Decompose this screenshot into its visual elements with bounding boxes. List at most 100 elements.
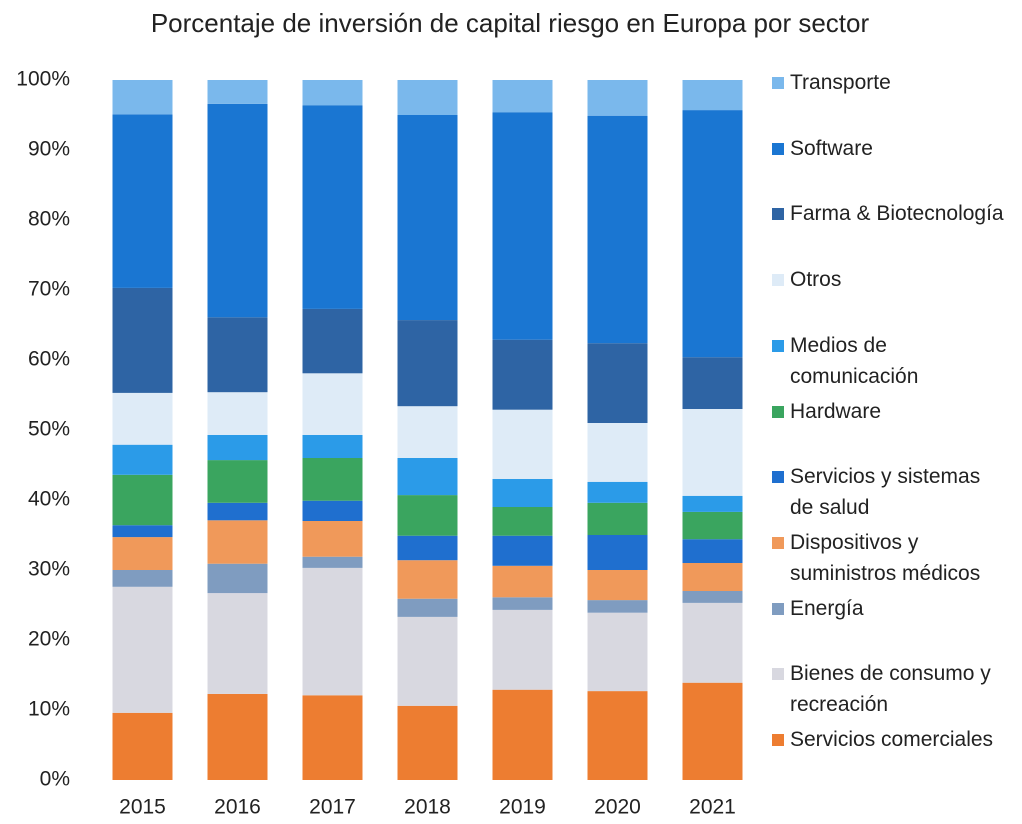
bar-segment — [112, 114, 173, 288]
legend-swatch — [772, 536, 784, 549]
bar-segment — [682, 591, 743, 603]
legend-item: Farma & Biotecnología — [772, 198, 1004, 229]
legend-label: Transporte — [790, 71, 891, 94]
bar-segment — [397, 320, 458, 407]
bar-segment — [112, 287, 173, 393]
bar-segment — [302, 500, 363, 521]
y-tick-label: 10% — [28, 698, 70, 721]
bar-segment — [207, 80, 268, 104]
legend-swatch — [772, 274, 784, 287]
bar-segment — [397, 115, 458, 321]
y-tick-label: 20% — [28, 628, 70, 651]
legend-swatch — [772, 77, 784, 89]
x-tick-label: 2017 — [309, 796, 356, 819]
legend-label: Bienes de consumo y recreación — [790, 662, 991, 717]
bar-segment — [397, 616, 458, 706]
bar-segment — [207, 502, 268, 521]
legend-item: Energía — [772, 593, 1004, 624]
bar-segment — [112, 392, 173, 445]
bar-segment — [587, 343, 648, 423]
bar-segment — [492, 80, 553, 113]
bar-segment — [397, 80, 458, 115]
bar-segment — [682, 682, 743, 780]
bar-segment — [492, 609, 553, 690]
legend-item: Dispositivos y suministros médicos — [772, 527, 1004, 589]
bar-segment — [587, 535, 648, 570]
bar-segment — [682, 602, 743, 683]
y-tick-label: 0% — [40, 768, 70, 791]
bar-segment — [587, 80, 648, 116]
legend-label: Hardware — [790, 399, 882, 423]
x-tick-label: 2020 — [594, 796, 641, 819]
legend-item: Hardware — [772, 396, 1004, 427]
x-tick-label: 2015 — [119, 796, 166, 819]
legend-item: Transporte — [772, 67, 1004, 98]
bar-segment — [682, 563, 743, 591]
legend-label: Software — [790, 136, 873, 160]
legend-swatch — [772, 208, 784, 221]
y-tick-label: 30% — [28, 558, 70, 581]
y-tick-label: 60% — [28, 348, 70, 371]
bar-segment — [397, 598, 458, 617]
x-tick-label: 2016 — [214, 796, 261, 819]
bar-segment — [682, 80, 743, 111]
legend-swatch — [772, 602, 784, 615]
bar-segment — [302, 567, 363, 696]
bar-segment — [302, 105, 363, 309]
bar-segment — [587, 115, 648, 344]
bar-segment — [112, 586, 173, 713]
bar-segment — [112, 712, 173, 780]
y-tick-label: 40% — [28, 488, 70, 511]
bar-segment — [207, 563, 268, 594]
legend-swatch — [772, 668, 784, 681]
bar-segment — [397, 535, 458, 561]
bar-segment — [207, 520, 268, 564]
bar-segment — [302, 308, 363, 374]
x-tick-label: 2018 — [404, 796, 451, 819]
legend-label: Energía — [790, 596, 864, 620]
legend-swatch — [772, 142, 784, 155]
bar-segment — [397, 560, 458, 599]
bar-segment — [112, 474, 173, 526]
bar-segment — [302, 373, 363, 435]
bar-segment — [492, 339, 553, 410]
y-tick-label: 70% — [28, 278, 70, 301]
bar-segment — [587, 502, 648, 535]
legend-item: Software — [772, 133, 1004, 164]
bar-segment — [397, 495, 458, 536]
bar-segment — [207, 460, 268, 503]
bar-segment — [207, 392, 268, 435]
legend-label: Otros — [790, 268, 842, 292]
bar-segment — [207, 593, 268, 694]
bar-segment — [682, 539, 743, 563]
bar-segment — [587, 481, 648, 503]
bar-segment — [587, 691, 648, 780]
legend-label: Dispositivos y suministros médicos — [790, 530, 981, 585]
x-tick-label: 2019 — [499, 796, 546, 819]
bar-segment — [302, 556, 363, 568]
x-tick-label: 2021 — [689, 796, 736, 819]
bar-segment — [492, 112, 553, 340]
y-tick-label: 100% — [16, 68, 70, 91]
bar-segment — [492, 565, 553, 598]
legend-swatch — [772, 405, 784, 418]
y-tick-label: 50% — [28, 418, 70, 441]
bar-segment — [492, 409, 553, 479]
bar-segment — [112, 570, 173, 587]
bar-segment — [682, 495, 743, 512]
legend-label: Medios de comunicación — [790, 333, 919, 388]
legend-item: Medios de comunicación — [772, 330, 1004, 392]
bar-segment — [492, 507, 553, 536]
bar-segment — [682, 511, 743, 540]
bar-segment — [302, 458, 363, 501]
bar-segment — [492, 597, 553, 610]
bar-segment — [587, 612, 648, 692]
bar-segment — [492, 535, 553, 566]
bar-segment — [207, 103, 268, 318]
bar-segment — [112, 80, 173, 115]
bar-segment — [112, 525, 173, 538]
bar-segment — [397, 406, 458, 458]
bar-segment — [587, 570, 648, 601]
